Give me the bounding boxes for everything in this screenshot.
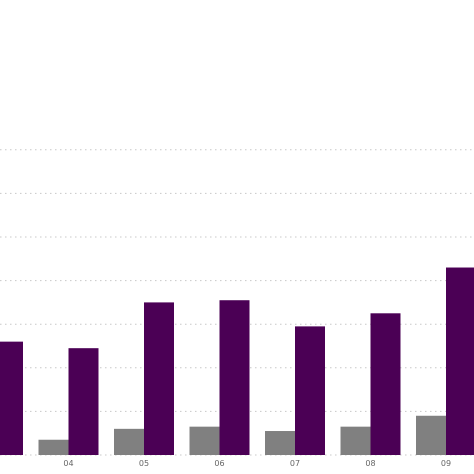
x-tick-label-08: 08	[365, 459, 375, 468]
bar-series2-09	[446, 267, 474, 455]
bar-series2-04	[68, 348, 99, 455]
x-tick-label-09: 09	[441, 459, 451, 468]
bar-series1-07	[265, 431, 295, 455]
bar-series1-04	[38, 439, 69, 455]
x-tick-label-06: 06	[214, 459, 224, 468]
x-tick-label-07: 07	[290, 459, 300, 468]
x-tick-label-04: 04	[63, 459, 73, 468]
bar-series1-08	[340, 426, 371, 455]
bar-series2-05	[144, 302, 174, 455]
bar-series2-07	[295, 326, 325, 455]
bar-series1-09	[416, 415, 446, 455]
bar-series2-06	[219, 300, 250, 455]
bars	[0, 267, 474, 455]
bar-series1-05	[114, 428, 144, 455]
bar-series1-06	[189, 426, 220, 455]
x-axis-ticks: 04 05 06 07 08 09	[63, 459, 451, 468]
x-tick-label-05: 05	[139, 459, 149, 468]
bar-series2-03	[0, 341, 23, 455]
bar-series2-08	[370, 313, 401, 455]
